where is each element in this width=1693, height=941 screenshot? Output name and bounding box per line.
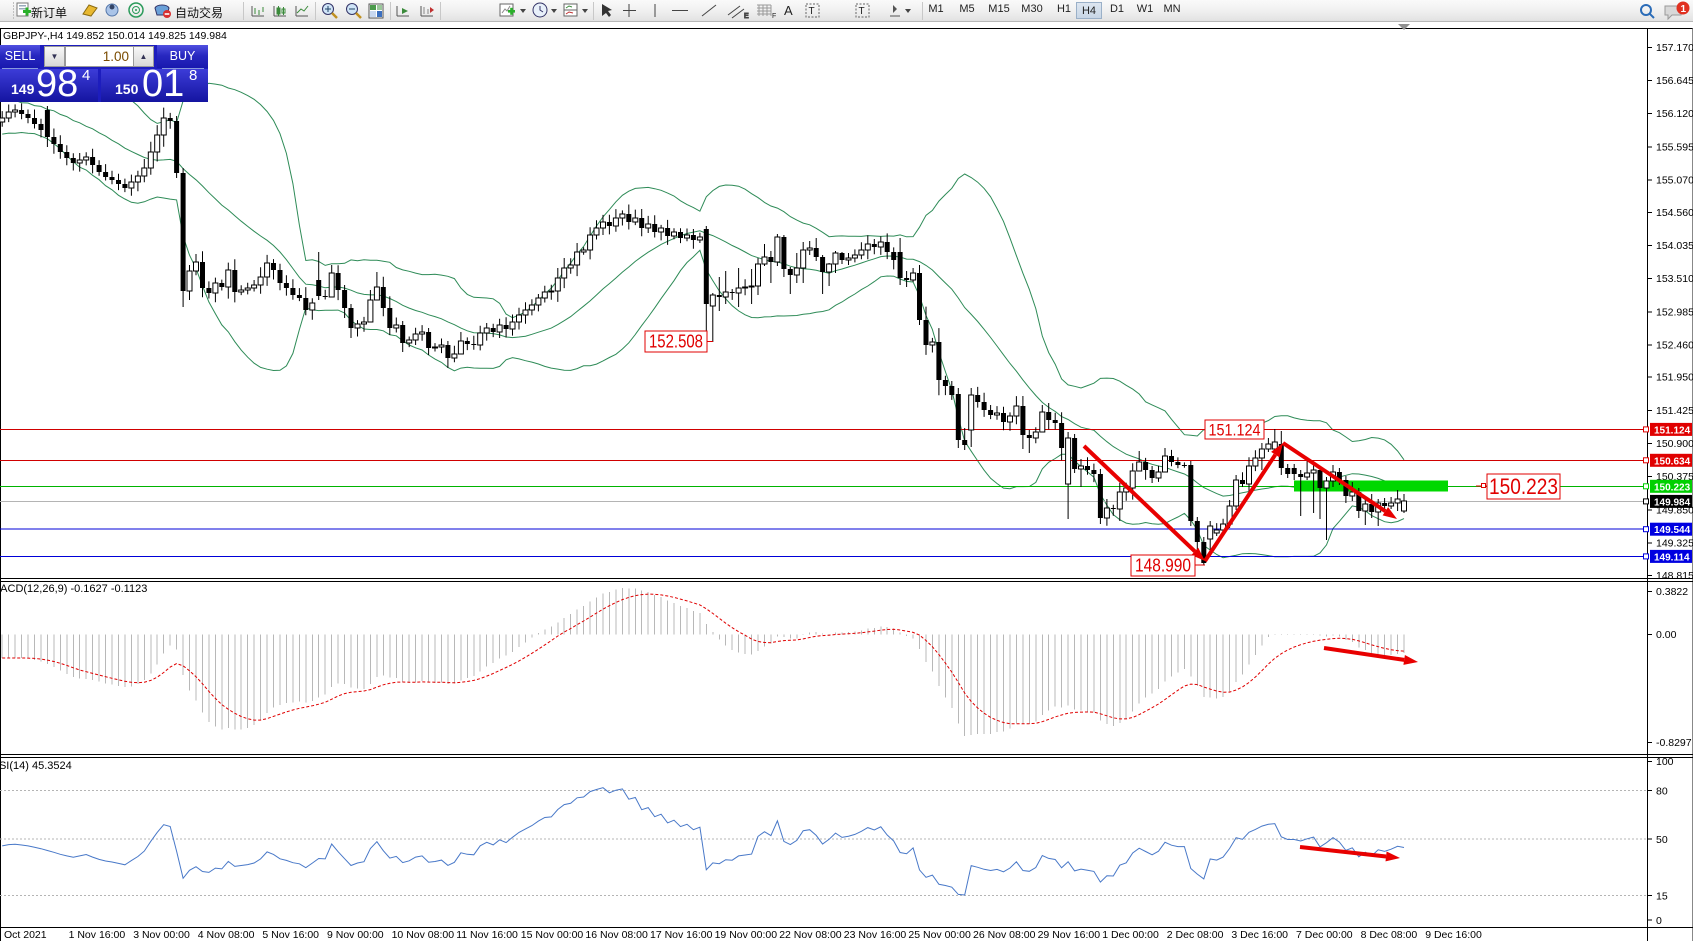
svg-text:19 Nov 00:00: 19 Nov 00:00 — [715, 929, 778, 941]
svg-text:GBPJPY-,H4 149.852 150.014 14: GBPJPY-,H4 149.852 150.014 149.825 149.9… — [3, 30, 227, 42]
svg-text:17 Nov 16:00: 17 Nov 16:00 — [650, 929, 713, 941]
svg-text:0: 0 — [1656, 915, 1662, 927]
svg-text:148.990: 148.990 — [1135, 556, 1191, 576]
svg-text:10 Nov 08:00: 10 Nov 08:00 — [392, 929, 455, 941]
svg-text:149.544: 149.544 — [1654, 525, 1691, 536]
svg-text:100: 100 — [1656, 756, 1674, 768]
svg-text:1 Nov 16:00: 1 Nov 16:00 — [69, 929, 126, 941]
svg-text:23 Nov 16:00: 23 Nov 16:00 — [844, 929, 907, 941]
svg-text:7 Dec 00:00: 7 Dec 00:00 — [1296, 929, 1353, 941]
svg-text:25 Nov 00:00: 25 Nov 00:00 — [908, 929, 971, 941]
svg-text:E: E — [744, 13, 749, 20]
svg-text:11 Nov 16:00: 11 Nov 16:00 — [456, 929, 518, 941]
svg-text:9 Dec 16:00: 9 Dec 16:00 — [1425, 929, 1482, 941]
svg-text:156.120: 156.120 — [1656, 108, 1693, 120]
svg-text:0.00: 0.00 — [1656, 629, 1677, 641]
svg-text:A: A — [784, 3, 793, 18]
svg-text:15 Nov 00:00: 15 Nov 00:00 — [521, 929, 584, 941]
svg-text:150.900: 150.900 — [1656, 438, 1693, 450]
svg-text:151.124: 151.124 — [1654, 425, 1691, 436]
svg-text:150.223: 150.223 — [1489, 474, 1558, 499]
svg-text:1 Dec 00:00: 1 Dec 00:00 — [1102, 929, 1159, 941]
svg-text:151.124: 151.124 — [1209, 420, 1261, 439]
svg-text:157.170: 157.170 — [1656, 42, 1693, 54]
svg-text:0.3822: 0.3822 — [1656, 586, 1688, 598]
svg-text:1: 1 — [1681, 4, 1687, 15]
svg-text:154.035: 154.035 — [1656, 240, 1693, 252]
svg-text:4 Nov 08:00: 4 Nov 08:00 — [198, 929, 255, 941]
svg-text:152.508: 152.508 — [649, 332, 703, 352]
svg-text:T: T — [809, 6, 815, 17]
svg-text:15: 15 — [1656, 891, 1668, 903]
svg-text:153.510: 153.510 — [1656, 273, 1693, 285]
svg-text:9 Nov 00:00: 9 Nov 00:00 — [327, 929, 384, 941]
svg-text:8 Dec 08:00: 8 Dec 08:00 — [1361, 929, 1418, 941]
svg-text:T: T — [859, 6, 865, 17]
svg-text:3 Dec 16:00: 3 Dec 16:00 — [1231, 929, 1288, 941]
svg-text:156.645: 156.645 — [1656, 75, 1693, 87]
svg-text:3 Nov 00:00: 3 Nov 00:00 — [133, 929, 190, 941]
svg-text:2 Dec 08:00: 2 Dec 08:00 — [1167, 929, 1224, 941]
svg-text:152.985: 152.985 — [1656, 306, 1693, 318]
svg-text:26 Nov 08:00: 26 Nov 08:00 — [973, 929, 1036, 941]
svg-text:155.595: 155.595 — [1656, 141, 1693, 153]
svg-text:RSI(14) 45.3524: RSI(14) 45.3524 — [0, 760, 72, 772]
svg-text:5 Nov 16:00: 5 Nov 16:00 — [262, 929, 319, 941]
svg-text:16 Nov 08:00: 16 Nov 08:00 — [585, 929, 648, 941]
svg-text:MACD(12,26,9) -0.1627 -0.1123: MACD(12,26,9) -0.1627 -0.1123 — [0, 583, 147, 595]
svg-text:149.325: 149.325 — [1656, 538, 1693, 550]
svg-text:149.984: 149.984 — [1654, 497, 1691, 508]
svg-text:152.460: 152.460 — [1656, 340, 1693, 352]
svg-text:29 Nov 16:00: 29 Nov 16:00 — [1038, 929, 1101, 941]
svg-text:151.950: 151.950 — [1656, 372, 1693, 384]
svg-text:154.560: 154.560 — [1656, 207, 1693, 219]
svg-text:150.634: 150.634 — [1654, 456, 1691, 467]
svg-text:22 Nov 08:00: 22 Nov 08:00 — [779, 929, 842, 941]
svg-text:149.114: 149.114 — [1654, 552, 1690, 563]
svg-text:148.815: 148.815 — [1656, 570, 1693, 582]
svg-text:155.070: 155.070 — [1656, 175, 1693, 187]
svg-text:F: F — [772, 13, 776, 20]
svg-text:150.223: 150.223 — [1654, 482, 1691, 493]
svg-text:80: 80 — [1656, 785, 1668, 797]
svg-text:Oct 2021: Oct 2021 — [4, 929, 47, 941]
svg-text:50: 50 — [1656, 834, 1668, 846]
svg-text:151.425: 151.425 — [1656, 405, 1693, 417]
svg-text:-0.8297: -0.8297 — [1656, 737, 1692, 749]
